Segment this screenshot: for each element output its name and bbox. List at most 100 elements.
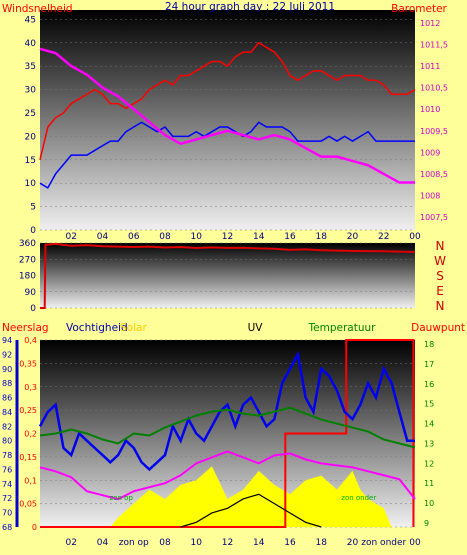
series-dewpoint: [39, 450, 416, 501]
wind-y-tick: 5: [30, 203, 36, 213]
temperature-y-tick: 13: [424, 439, 434, 448]
wind-x-tick: 00: [409, 232, 421, 242]
humidity-y-tick: 78: [2, 451, 12, 460]
wind-y-tick: 40: [25, 39, 37, 49]
temperature-y-tick: 17: [424, 360, 434, 369]
wind-y-tick: 20: [25, 132, 37, 142]
wind-panel-background: [40, 10, 415, 230]
rain-y-tick: 0,05: [19, 500, 37, 509]
bottom-x-tick: 02: [66, 538, 77, 548]
wind-y-tick: 45: [25, 15, 36, 25]
direction-y-tick: 360: [19, 239, 36, 249]
bottom-x-tick: 18: [316, 538, 328, 548]
bottom-x-tick: 20: [347, 538, 359, 548]
barometer-y-tick: 1008,5: [420, 170, 448, 179]
barometer-y-tick: 1011,5: [420, 41, 448, 50]
barometer-y-tick: 1011: [420, 62, 440, 71]
wind-y-tick: 35: [25, 62, 36, 72]
barometer-y-tick: 1008: [420, 191, 440, 200]
humidity-y-tick: 76: [2, 465, 12, 474]
temperature-y-tick: 9: [424, 519, 429, 528]
wind-x-tick: 12: [222, 232, 233, 242]
temperature-y-tick: 10: [424, 499, 434, 508]
barometer-y-tick: 1012: [420, 19, 440, 28]
humidity-y-tick: 74: [2, 480, 12, 489]
series-barometer: [39, 47, 415, 184]
rain-y-tick: 0,35: [19, 359, 37, 368]
temperature-y-tick: 12: [424, 459, 434, 468]
wind-x-tick: 22: [378, 232, 389, 242]
rain-y-tick: 0,1: [24, 476, 37, 485]
bottom-x-tick: 14: [253, 538, 265, 548]
bottom-x-tick: 12: [222, 538, 233, 548]
series-rain: [40, 339, 415, 528]
bottom-x-tick: 16: [284, 538, 296, 548]
barometer-y-tick: 1010: [420, 105, 440, 114]
humidity-y-tick: 86: [2, 394, 12, 403]
compass-label: S: [436, 269, 444, 283]
barometer-y-tick: 1010,5: [420, 84, 448, 93]
uv-label: UV: [248, 322, 264, 334]
humidity-y-tick: 84: [2, 408, 12, 417]
direction-panel-background: [40, 243, 415, 308]
humidity-y-tick: 72: [2, 494, 12, 503]
humidity-y-tick: 70: [2, 509, 12, 518]
wind-y-tick: 30: [25, 86, 37, 96]
temperature-y-tick: 11: [424, 479, 434, 488]
bottom-x-tick: 04: [97, 538, 109, 548]
wind-x-tick: 10: [191, 232, 203, 242]
dewpoint-label: Dauwpunt: [411, 322, 465, 334]
rain-y-tick: 0,4: [24, 336, 37, 345]
wind-x-tick: 20: [347, 232, 359, 242]
direction-y-tick: 270: [19, 255, 36, 265]
series-direction: [40, 242, 416, 309]
wind-x-tick: 04: [97, 232, 109, 242]
barometer-axis-title: Barometer: [391, 3, 447, 15]
wind-x-tick: 14: [253, 232, 265, 242]
series-wind: [39, 41, 416, 160]
wind-y-tick: 15: [25, 156, 36, 166]
wind-x-tick: 16: [284, 232, 296, 242]
wind-y-tick: 25: [25, 109, 36, 119]
humidity-y-tick: 90: [2, 365, 12, 374]
series-uv: [180, 493, 322, 528]
humidity-y-tick: 94: [2, 336, 12, 345]
series-humidity: [38, 350, 415, 472]
direction-y-tick: 0: [30, 304, 36, 314]
humidity-y-tick: 92: [2, 350, 12, 359]
wind-y-tick: 0: [30, 226, 36, 236]
wind-x-tick: 02: [66, 232, 77, 242]
barometer-y-tick: 1009: [420, 148, 440, 157]
humidity-y-tick: 82: [2, 422, 12, 431]
bottom-x-tick: 08: [159, 538, 171, 548]
direction-y-tick: 90: [25, 288, 37, 298]
bottom-x-tick: 00: [409, 538, 421, 548]
temperature-y-tick: 16: [424, 380, 434, 389]
compass-label: N: [436, 239, 445, 253]
bottom-x-tick: zon op: [119, 538, 149, 548]
direction-y-tick: 180: [19, 272, 36, 282]
humidity-y-tick: 68: [2, 523, 12, 532]
wind-y-tick: 10: [25, 179, 37, 189]
compass-label: W: [434, 254, 446, 268]
rain-label: Neerslag: [2, 322, 49, 334]
series-gust: [39, 121, 415, 189]
temperature-y-tick: 14: [424, 420, 434, 429]
rain-y-tick: 0,15: [19, 453, 37, 462]
humidity-label: Vochtigheid: [66, 322, 128, 334]
wind-x-tick: 06: [128, 232, 140, 242]
temperature-y-tick: 15: [424, 400, 434, 409]
rain-y-tick: 0,25: [19, 406, 37, 415]
compass-label: N: [436, 299, 445, 313]
bottom-x-tick: zon onder: [361, 538, 406, 548]
compass-label: E: [436, 284, 444, 298]
barometer-y-tick: 1007,5: [420, 213, 448, 222]
wind-axis-title: Windsnelheid: [2, 3, 73, 15]
graph-title: 24 hour graph day : 22 Juli 2011: [165, 1, 335, 13]
wind-x-tick: 18: [316, 232, 328, 242]
rain-y-tick: 0: [32, 523, 37, 532]
humidity-y-tick: 88: [2, 379, 12, 388]
sunset-marker: zon onder: [341, 494, 376, 502]
temperature-y-tick: 18: [424, 340, 434, 349]
